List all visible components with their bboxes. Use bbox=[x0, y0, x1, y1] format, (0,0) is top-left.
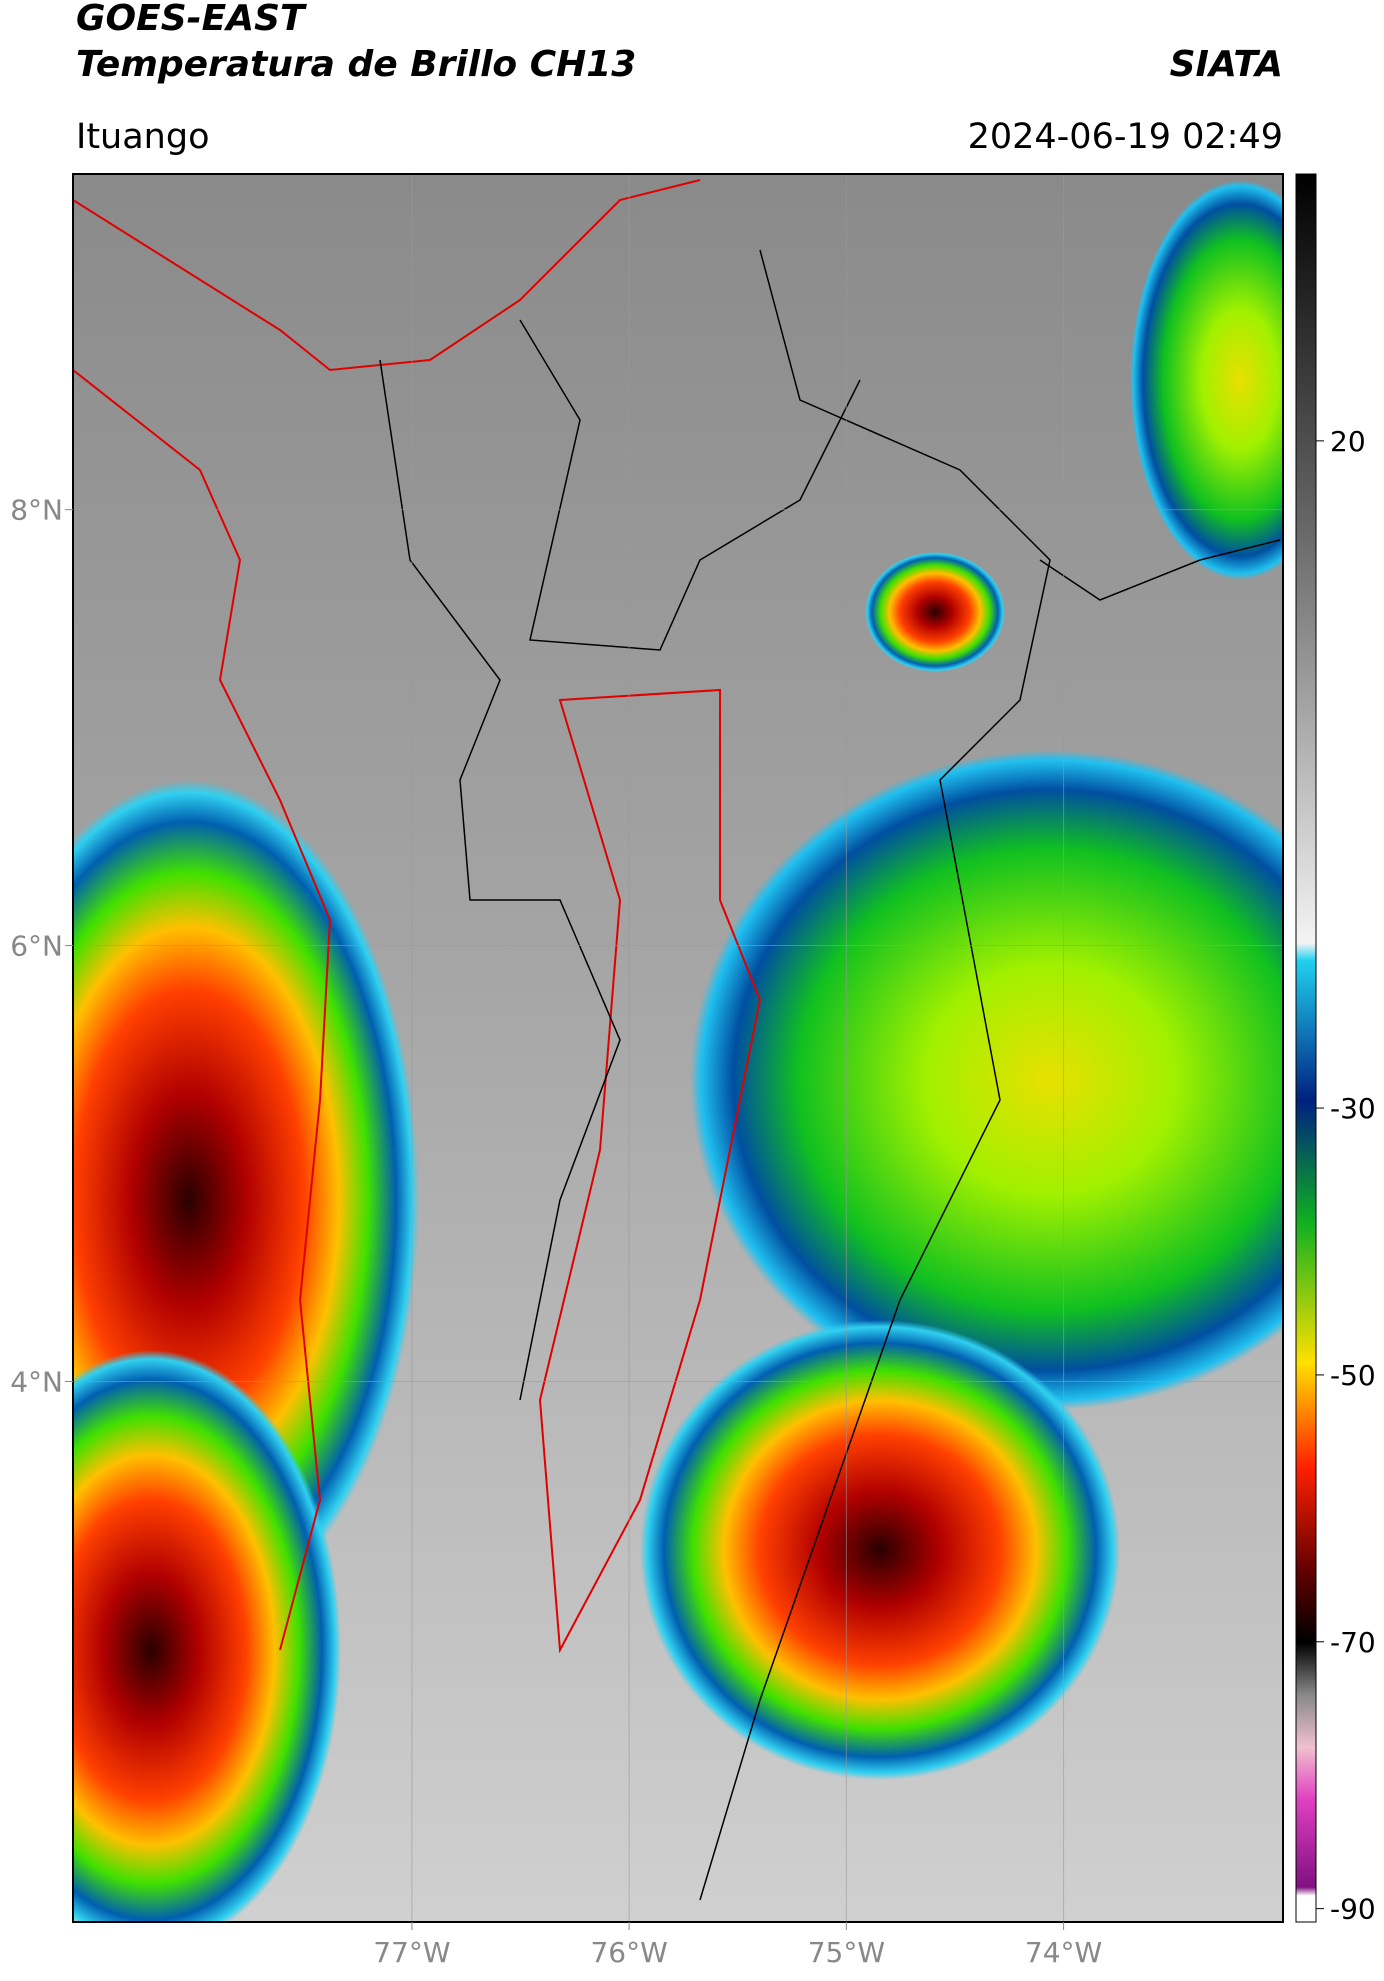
colorbar-tick-label: -70 bbox=[1330, 1626, 1376, 1659]
title-line2: Temperatura de Brillo CH13 bbox=[76, 44, 636, 85]
colorbar-tick-label: -50 bbox=[1330, 1359, 1376, 1392]
colorbar-tick-label: -30 bbox=[1330, 1092, 1376, 1125]
source: SIATA bbox=[1170, 44, 1283, 85]
location: Ituango bbox=[76, 117, 210, 157]
y-tick-label: 8°N bbox=[10, 494, 63, 527]
coastline bbox=[73, 179, 701, 1651]
x-tick-label: 75°W bbox=[808, 1936, 885, 1969]
y-tick-label: 6°N bbox=[10, 930, 63, 963]
x-tick-label: 74°W bbox=[1025, 1936, 1102, 1969]
basin-outline bbox=[538, 688, 762, 1654]
cloud-area bbox=[640, 1320, 1120, 1780]
x-tick-label: 76°W bbox=[590, 1936, 667, 1969]
title-line1: GOES-EAST bbox=[76, 0, 307, 39]
cloud-area bbox=[690, 750, 1283, 1410]
y-tick-label: 4°N bbox=[10, 1365, 63, 1398]
datetime: 2024-06-19 02:49 bbox=[968, 117, 1283, 157]
cloud-area bbox=[865, 552, 1005, 672]
x-tick-label: 77°W bbox=[373, 1936, 450, 1969]
colorbar-tick-label: 20 bbox=[1330, 425, 1366, 458]
cloud-area bbox=[1130, 180, 1283, 580]
map bbox=[73, 174, 1283, 1922]
admin-border bbox=[379, 249, 1281, 1901]
colorbar-tick-label: -90 bbox=[1330, 1893, 1376, 1926]
colorbar bbox=[1295, 173, 1317, 1923]
cloud-area bbox=[73, 1350, 341, 1922]
map-frame bbox=[72, 173, 1284, 1923]
